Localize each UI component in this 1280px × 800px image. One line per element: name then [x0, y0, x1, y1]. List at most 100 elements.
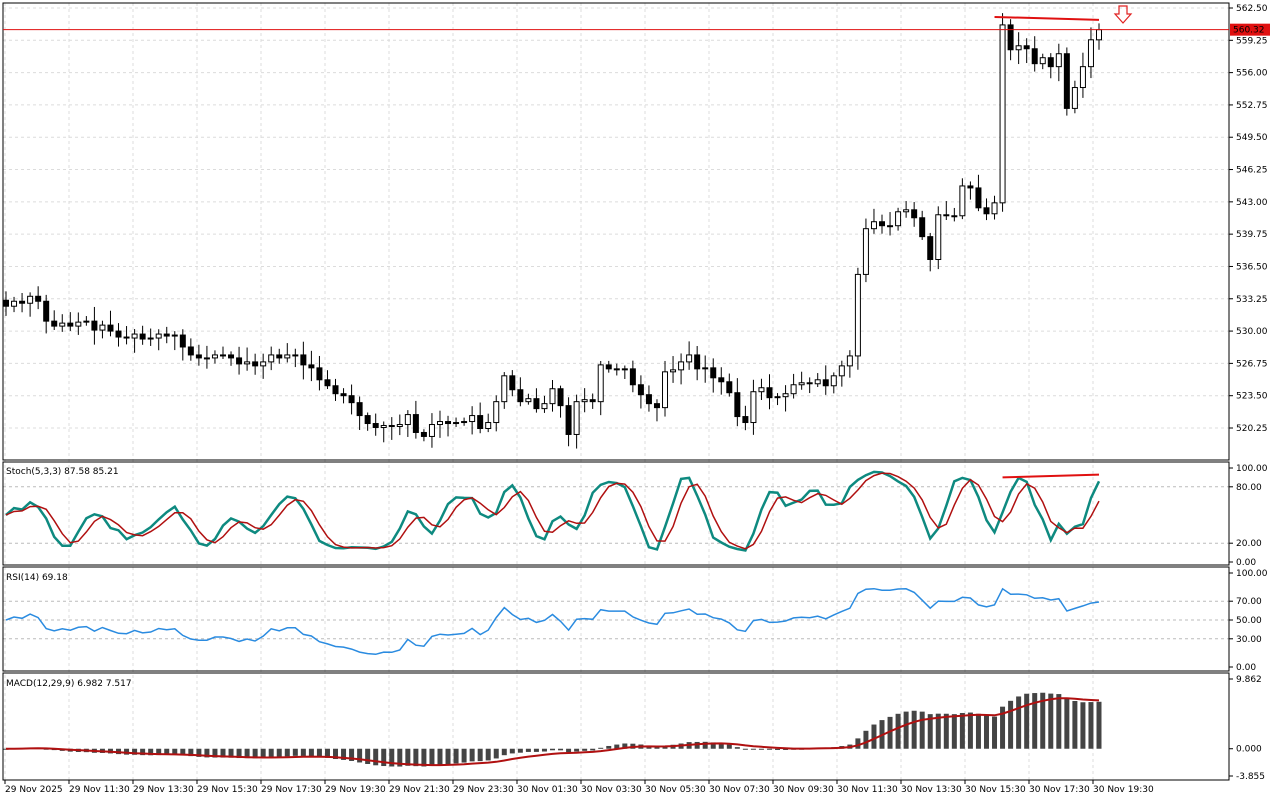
candle-body	[613, 368, 620, 371]
candle-body	[469, 415, 476, 423]
candle-body	[11, 300, 18, 307]
macd-histogram-bar	[156, 748, 162, 756]
macd-histogram-bar	[204, 748, 210, 758]
candle-body	[501, 375, 508, 403]
price-candles	[3, 5, 1229, 449]
stoch-main-line	[5, 470, 1101, 552]
candle-body	[911, 209, 918, 219]
candle-body	[340, 393, 347, 397]
current-price-label: 560.32	[1233, 26, 1265, 36]
price-tick-label: 559.25	[1236, 36, 1268, 46]
candle-body	[621, 368, 628, 371]
candle-body	[51, 320, 58, 327]
macd-histogram-bar	[365, 748, 371, 764]
macd-histogram-bar	[903, 711, 909, 749]
rsi-indicator	[5, 587, 1100, 656]
time-tick-label: 30 Nov 19:30	[1093, 785, 1154, 795]
macd-histogram-bar	[140, 748, 146, 756]
candle-body	[645, 394, 652, 405]
axes: 562.50 559.25 556.00 552.75 549.50 546.25 543.…	[4, 4, 1270, 795]
candle-body	[605, 364, 612, 370]
macd-histogram-bar	[429, 748, 435, 766]
macd-histogram-bar	[1064, 698, 1070, 749]
candle-body	[999, 24, 1006, 204]
candle-body	[171, 334, 178, 337]
macd-histogram-bar	[766, 748, 772, 750]
candle-body	[879, 221, 886, 227]
macd-histogram-bar	[316, 748, 322, 757]
macd-histogram-bar	[1048, 693, 1054, 749]
time-tick-label: 30 Nov 11:30	[837, 785, 898, 795]
macd-histogram-bar	[541, 748, 547, 752]
stoch-pane	[2, 461, 1230, 566]
candle-body	[428, 424, 435, 437]
macd-histogram-bar	[413, 748, 419, 767]
macd-histogram-bar	[477, 748, 483, 762]
macd-histogram-bar	[1000, 706, 1006, 749]
candle-body	[67, 322, 74, 327]
price-tick-label: 546.25	[1236, 166, 1268, 176]
candle-body	[308, 364, 315, 369]
macd-histogram-bar	[927, 714, 933, 749]
candle-body	[179, 334, 186, 348]
macd-histogram-bar	[324, 748, 330, 758]
macd-histogram-bar	[734, 747, 740, 749]
macd-histogram-bar	[750, 748, 756, 750]
candle-body	[726, 381, 733, 394]
candle-body	[686, 354, 693, 363]
candle-body	[750, 391, 757, 424]
time-tick-label: 29 Nov 19:30	[325, 785, 386, 795]
candle-body	[187, 346, 194, 356]
stoch-tick-label: 20.00	[1236, 539, 1262, 549]
candle-body	[388, 425, 395, 428]
macd-histogram-bar	[469, 748, 475, 762]
candle-body	[1039, 57, 1046, 65]
macd-histogram-bar	[1024, 693, 1030, 749]
candle-body	[758, 387, 765, 393]
macd-histogram-bar	[550, 748, 555, 751]
candle-body	[147, 337, 154, 340]
price-tick-label: 520.25	[1236, 424, 1268, 434]
candle-body	[203, 357, 210, 360]
time-tick-label: 29 Nov 15:30	[197, 785, 258, 795]
candle-body	[983, 207, 990, 215]
candle-body	[854, 273, 861, 357]
macd-histogram-bar	[292, 748, 298, 756]
macd-histogram-bar	[148, 748, 154, 756]
price-tick-label: 543.00	[1236, 198, 1268, 208]
price-tick-label: 530.00	[1236, 327, 1268, 337]
candle-body	[678, 361, 685, 371]
macd-histogram-bar	[244, 748, 250, 759]
macd-histogram-bar	[614, 744, 620, 749]
candle-body	[597, 364, 604, 403]
macd-histogram-bar	[405, 748, 411, 766]
candle-body	[589, 399, 596, 403]
macd-histogram-bar	[228, 748, 234, 758]
candle-body	[927, 236, 934, 261]
sell-arrow-icon	[1113, 5, 1133, 24]
macd-histogram-bar	[252, 748, 258, 759]
rsi-tick-label: 70.00	[1236, 597, 1262, 607]
macd-histogram-bar	[1080, 702, 1086, 749]
candle-body	[1087, 39, 1094, 68]
candle-body	[1031, 48, 1038, 65]
macd-histogram-bar	[501, 748, 507, 756]
macd-histogram-bar	[341, 748, 347, 760]
candle-body	[838, 365, 845, 377]
macd-histogram-bar	[992, 716, 998, 749]
candle-body	[943, 214, 950, 217]
macd-histogram-bar	[453, 748, 459, 764]
price-tick-label: 523.50	[1236, 392, 1268, 402]
price-tick-label: 562.50	[1236, 4, 1268, 14]
stoch-tick-label: 80.00	[1236, 483, 1262, 493]
candle-body	[131, 333, 138, 339]
candle-body	[364, 415, 371, 425]
candle-body	[766, 387, 773, 399]
candle-body	[83, 320, 90, 323]
current-price-badge	[1230, 23, 1270, 36]
time-tick-label: 30 Nov 07:30	[709, 785, 770, 795]
candle-body	[670, 369, 677, 373]
stoch-tick-label: 0.00	[1236, 558, 1256, 568]
time-tick-label: 29 Nov 23:30	[453, 785, 514, 795]
